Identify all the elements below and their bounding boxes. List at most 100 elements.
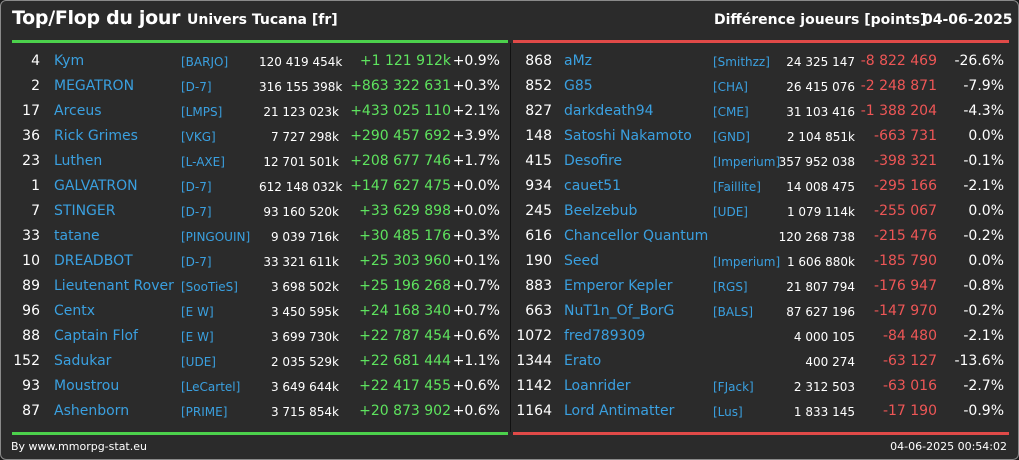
date-label: 04-06-2025 <box>923 12 1013 28</box>
player-points: 2 312 503 <box>793 380 855 394</box>
top-table-row: 93 Moustrou [LeCartel] 3 649 644k +22 417 45… <box>1 375 510 400</box>
player-name-link[interactable]: Moustrou <box>54 378 120 394</box>
player-name-link[interactable]: Seed <box>564 253 599 269</box>
points-difference: -8 822 469 <box>860 53 937 69</box>
alliance-tag-link[interactable]: [LMPS] <box>181 105 223 119</box>
player-rank: 415 <box>525 153 552 169</box>
alliance-tag-link[interactable]: [RGS] <box>713 280 748 294</box>
alliance-tag-link[interactable]: [D-7] <box>181 205 212 219</box>
player-rank: 1142 <box>516 378 552 394</box>
points-difference: -295 166 <box>874 178 937 194</box>
player-name-link[interactable]: tatane <box>54 228 100 244</box>
alliance-tag-link[interactable]: [D-7] <box>181 180 212 194</box>
player-name-link[interactable]: MEGATRON <box>54 78 135 94</box>
alliance-tag-link[interactable]: [SooTieS] <box>181 280 238 294</box>
percent-change: +0.0% <box>452 203 500 219</box>
player-points: 93 160 520k <box>263 205 339 219</box>
player-name-link[interactable]: G85 <box>564 78 593 94</box>
player-name-link[interactable]: cauet51 <box>564 178 622 194</box>
points-difference: -147 970 <box>874 303 937 319</box>
alliance-tag-link[interactable]: [Imperium] <box>713 255 781 269</box>
player-name-link[interactable]: Loanrider <box>564 378 631 394</box>
flop-table-row: 934 cauet51 [Faillite] 14 008 475 -295 166 -2… <box>511 175 1018 200</box>
alliance-tag-link[interactable]: [Lus] <box>713 405 743 419</box>
player-points: 31 103 416 <box>786 105 855 119</box>
alliance-tag-link[interactable]: [Imperium] <box>713 155 781 169</box>
player-rank: 148 <box>525 128 552 144</box>
top-players-table: 4 Kym [BARJO] 120 419 454k +1 121 912k +0.9% 2… <box>1 50 510 425</box>
player-name-link[interactable]: Beelzebub <box>564 203 638 219</box>
alliance-tag-link[interactable]: [UDE] <box>713 205 748 219</box>
player-points: 3 715 854k <box>270 405 339 419</box>
player-name-link[interactable]: GALVATRON <box>54 178 138 194</box>
player-name-link[interactable]: Arceus <box>54 103 102 119</box>
player-points: 612 148 032k <box>259 180 343 194</box>
player-name-link[interactable]: Captain Flof <box>54 328 138 344</box>
alliance-tag-link[interactable]: [PINGOUIN] <box>181 230 251 244</box>
player-name-link[interactable]: Erato <box>564 353 602 369</box>
alliance-tag-link[interactable]: [Faillite] <box>713 180 761 194</box>
alliance-tag-link[interactable]: [D-7] <box>181 80 212 94</box>
player-rank: 827 <box>525 103 552 119</box>
player-name-link[interactable]: darkdeath94 <box>564 103 654 119</box>
player-rank: 852 <box>525 78 552 94</box>
alliance-tag-link[interactable]: [Smithzz] <box>713 55 770 69</box>
player-name-link[interactable]: Desofire <box>564 153 623 169</box>
percent-change: +0.6% <box>452 378 500 394</box>
player-name-link[interactable]: Chancellor Quantum <box>564 228 709 244</box>
alliance-tag-link[interactable]: [FJack] <box>713 380 754 394</box>
flop-table-row: 1142 Loanrider [FJack] 2 312 503 -63 016 -2.7… <box>511 375 1018 400</box>
player-name-link[interactable]: Luthen <box>54 153 103 169</box>
player-name-link[interactable]: Lieutenant Rover <box>54 278 174 294</box>
player-name-link[interactable]: Sadukar <box>54 353 112 369</box>
alliance-tag-link[interactable]: [BALS] <box>713 305 754 319</box>
player-points: 21 807 794 <box>786 280 855 294</box>
percent-change: +1.1% <box>452 353 500 369</box>
player-points: 1 833 145 <box>793 405 855 419</box>
player-rank: 1164 <box>516 403 552 419</box>
flop-table-row: 415 Desofire [Imperium] 357 952 038 -398 321… <box>511 150 1018 175</box>
alliance-tag-link[interactable]: [E W] <box>181 330 214 344</box>
points-difference: +30 485 176 <box>359 228 451 244</box>
top-table-bottom-border <box>12 432 508 435</box>
player-rank: 96 <box>22 303 40 319</box>
player-rank: 33 <box>22 228 40 244</box>
player-name-link[interactable]: STINGER <box>54 203 116 219</box>
player-name-link[interactable]: Emperor Kepler <box>564 278 673 294</box>
points-difference: +863 322 631 <box>350 78 451 94</box>
percent-change: -2.1% <box>963 178 1004 194</box>
alliance-tag-link[interactable]: [UDE] <box>181 355 216 369</box>
flop-players-table: 868 aMz [Smithzz] 24 325 147 -8 822 469 -26.6… <box>511 50 1018 425</box>
top-table-row: 36 Rick Grimes [VKG] 7 727 298k +290 457 692… <box>1 125 510 150</box>
alliance-tag-link[interactable]: [L-AXE] <box>181 155 225 169</box>
percent-change: 0.0% <box>968 253 1004 269</box>
player-name-link[interactable]: DREADBOT <box>54 253 133 269</box>
alliance-tag-link[interactable]: [BARJO] <box>181 55 229 69</box>
alliance-tag-link[interactable]: [GND] <box>713 130 750 144</box>
top-table-row: 33 tatane [PINGOUIN] 9 039 716k +30 485 176 +… <box>1 225 510 250</box>
player-name-link[interactable]: Rick Grimes <box>54 128 138 144</box>
alliance-tag-link[interactable]: [D-7] <box>181 255 212 269</box>
alliance-tag-link[interactable]: [CHA] <box>713 80 748 94</box>
percent-change: +0.1% <box>452 253 500 269</box>
alliance-tag-link[interactable]: [PRIME] <box>181 405 228 419</box>
alliance-tag-link[interactable]: [VKG] <box>181 130 216 144</box>
points-difference: +33 629 898 <box>359 203 451 219</box>
player-name-link[interactable]: Lord Antimatter <box>564 403 675 419</box>
player-rank: 1072 <box>516 328 552 344</box>
column-divider <box>510 43 511 432</box>
player-name-link[interactable]: Kym <box>54 53 85 69</box>
player-name-link[interactable]: fred789309 <box>564 328 646 344</box>
player-name-link[interactable]: Satoshi Nakamoto <box>564 128 692 144</box>
player-points: 87 627 196 <box>786 305 855 319</box>
player-name-link[interactable]: NuT1n_Of_BorG <box>564 303 675 319</box>
alliance-tag-link[interactable]: [E W] <box>181 305 214 319</box>
alliance-tag-link[interactable]: [LeCartel] <box>181 380 241 394</box>
alliance-tag-link[interactable]: [CME] <box>713 105 749 119</box>
percent-change: -2.7% <box>963 378 1004 394</box>
points-difference: +1 121 912k <box>359 53 451 69</box>
points-difference: +290 457 692 <box>350 128 451 144</box>
player-name-link[interactable]: aMz <box>564 53 593 69</box>
player-name-link[interactable]: Centx <box>54 303 96 319</box>
player-name-link[interactable]: Ashenborn <box>54 403 130 419</box>
